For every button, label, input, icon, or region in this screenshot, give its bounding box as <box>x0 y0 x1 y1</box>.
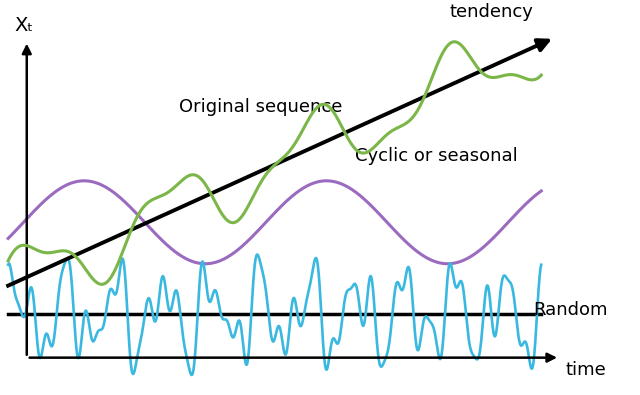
Text: Original sequence: Original sequence <box>179 98 342 116</box>
Text: Xₜ: Xₜ <box>15 16 34 35</box>
Text: Random: Random <box>533 301 608 319</box>
Text: time: time <box>565 361 606 379</box>
Text: tendency: tendency <box>449 3 533 21</box>
Text: Cyclic or seasonal: Cyclic or seasonal <box>355 147 517 165</box>
